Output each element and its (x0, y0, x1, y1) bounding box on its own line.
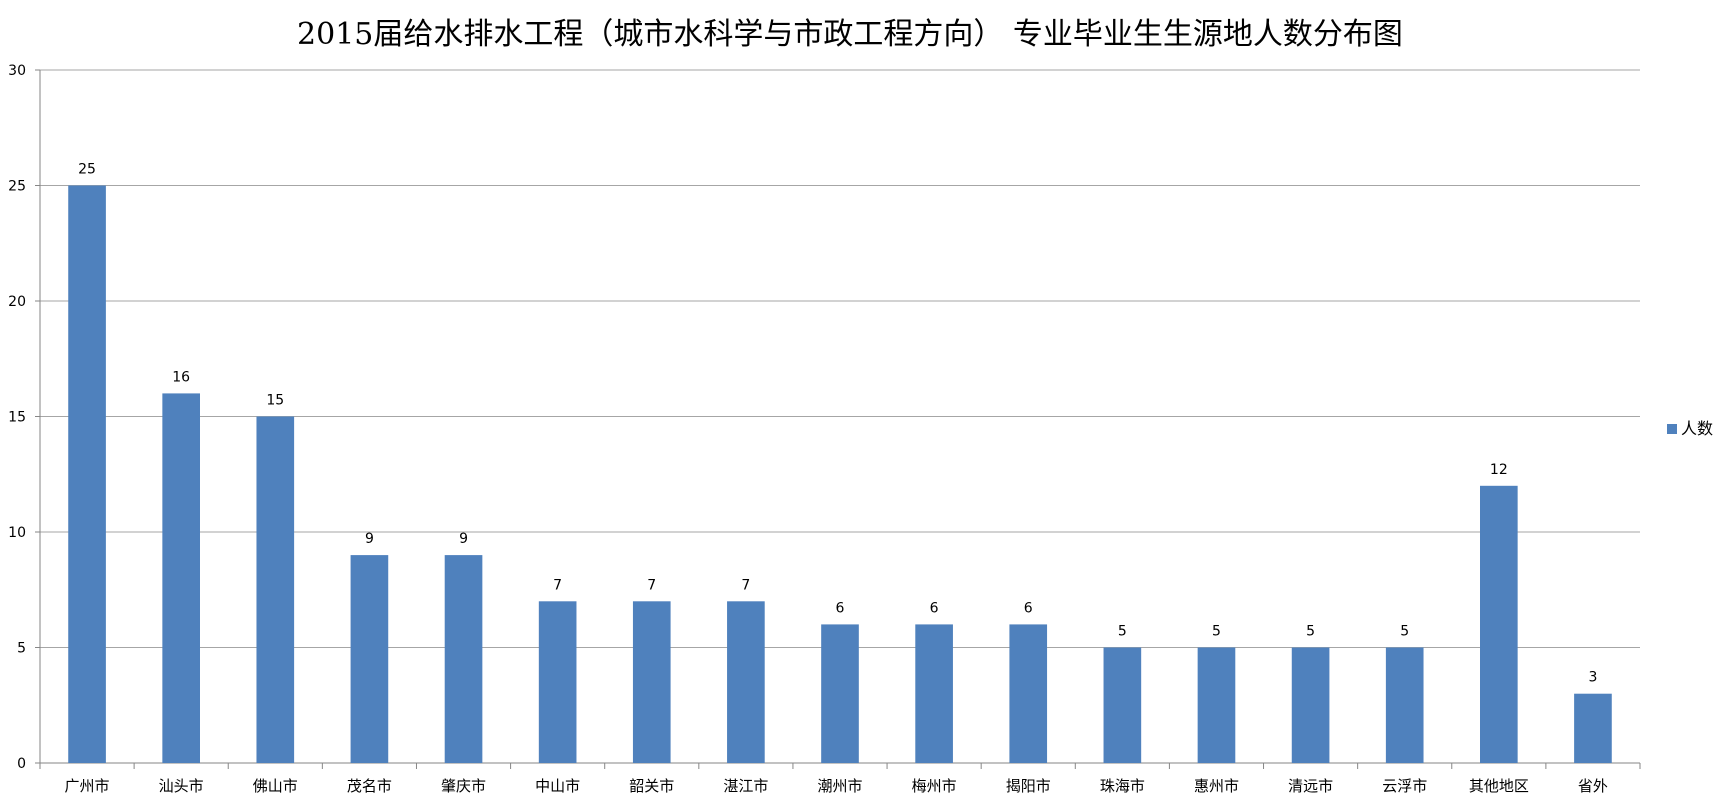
legend-label: 人数 (1681, 419, 1713, 438)
x-category-label: 中山市 (535, 777, 580, 795)
y-tick-label: 0 (17, 756, 26, 772)
legend: 人数 (1667, 419, 1713, 438)
bar (68, 185, 106, 763)
bar-value-label: 6 (930, 600, 939, 616)
bar-value-label: 5 (1212, 624, 1221, 640)
x-category-label: 省外 (1578, 777, 1608, 795)
x-category-label: 汕头市 (159, 777, 204, 795)
bar (256, 416, 295, 763)
bar-value-label: 9 (365, 531, 374, 547)
bar (915, 624, 953, 763)
bar (821, 624, 859, 763)
bar-value-label: 15 (266, 393, 284, 409)
x-category-label: 云浮市 (1382, 777, 1427, 795)
bar-value-label: 5 (1400, 624, 1409, 640)
bar (1574, 693, 1612, 763)
x-category-label: 韶关市 (629, 777, 674, 795)
bar-value-label: 25 (78, 162, 96, 178)
y-tick-label: 30 (8, 63, 26, 79)
x-category-label: 惠州市 (1194, 777, 1239, 795)
bar-value-label: 16 (172, 369, 190, 385)
x-category-label: 揭阳市 (1006, 777, 1051, 795)
bar (1291, 647, 1330, 763)
bar (350, 555, 389, 763)
bar (632, 601, 671, 763)
bar-value-label: 7 (553, 577, 562, 593)
gridlines (40, 69, 1640, 648)
bar (1103, 647, 1142, 763)
axes: 0 5 10 15 20 25 30 广州市 汕头市 佛山市 茂名市 肇庆市 中山市 韶关市 湛江市 潮州市 梅… (8, 63, 1641, 795)
x-category-label: 茂名市 (347, 777, 392, 795)
bar (1385, 647, 1424, 763)
x-category-label: 珠海市 (1100, 777, 1145, 795)
x-category-label: 潮州市 (817, 777, 862, 795)
bars (68, 185, 1612, 763)
bar (1009, 624, 1048, 763)
bar (444, 555, 483, 763)
y-tick-label: 10 (8, 525, 26, 541)
y-tick-label: 25 (8, 179, 26, 195)
data-labels: 25 16 15 9 9 7 7 7 6 6 6 5 5 5 5 12 3 (78, 162, 1597, 686)
bar-value-label: 6 (836, 600, 845, 616)
bar-value-label: 3 (1588, 670, 1597, 686)
x-category-label: 湛江市 (723, 777, 768, 795)
bar-value-label: 7 (741, 577, 750, 593)
bar-value-label: 12 (1490, 462, 1508, 478)
bar-value-label: 9 (459, 531, 468, 547)
bar-value-label: 6 (1024, 600, 1033, 616)
x-category-label: 肇庆市 (441, 777, 486, 795)
bar (538, 601, 577, 763)
bar-value-label: 7 (647, 577, 656, 593)
bar (1197, 647, 1236, 763)
y-tick-label: 20 (8, 294, 26, 310)
x-category-label: 其他地区 (1469, 777, 1529, 795)
y-tick-label: 5 (17, 641, 26, 657)
bar (162, 393, 200, 763)
bar-value-label: 5 (1118, 624, 1127, 640)
x-category-label: 清远市 (1288, 777, 1333, 795)
legend-swatch (1667, 424, 1677, 434)
x-category-label: 梅州市 (912, 777, 957, 795)
bar-value-label: 5 (1306, 624, 1315, 640)
bar (1480, 485, 1518, 763)
y-tick-label: 15 (8, 410, 26, 426)
x-category-label: 广州市 (65, 777, 110, 795)
chart-title: 2015届给水排水工程（城市水科学与市政工程方向） 专业毕业生生源地人数分布图 (297, 17, 1403, 52)
x-category-label: 佛山市 (253, 777, 298, 795)
bar (727, 601, 765, 763)
